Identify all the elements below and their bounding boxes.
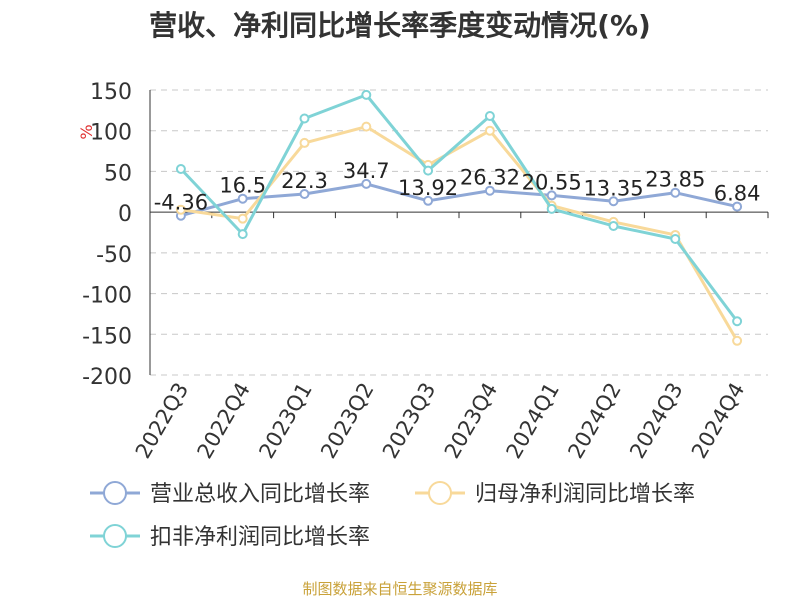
- legend-marker: [103, 524, 127, 548]
- data-label: -4.36: [154, 191, 208, 215]
- data-point: [237, 229, 248, 240]
- series-line: [180, 182, 738, 218]
- series-line: [180, 125, 739, 342]
- data-point: [546, 203, 557, 214]
- x-tick-label: 2023Q3: [378, 378, 440, 462]
- series-lines: [175, 89, 743, 346]
- y-tick-label: -200: [82, 365, 132, 390]
- data-point: [175, 163, 186, 174]
- legend-item[interactable]: 归母净利润同比增长率: [415, 481, 695, 507]
- data-point: [732, 201, 743, 212]
- x-tick-label: 2023Q2: [316, 379, 378, 463]
- data-point: [299, 188, 310, 199]
- data-label: 13.92: [398, 176, 458, 200]
- data-point: [299, 137, 310, 148]
- y-tick-label: 150: [90, 80, 132, 105]
- y-tick-label: 50: [104, 161, 132, 186]
- data-point: [546, 190, 557, 201]
- y-axis-unit-label: %: [77, 124, 96, 139]
- legend-marker: [103, 481, 127, 505]
- x-tick-label: 2024Q1: [502, 379, 564, 463]
- data-point: [423, 195, 434, 206]
- data-point: [732, 316, 743, 327]
- x-tick-label: 2024Q3: [625, 379, 687, 463]
- series-line: [179, 93, 739, 323]
- data-point: [299, 113, 310, 124]
- legend-label: 营业总收入同比增长率: [150, 482, 370, 507]
- y-tick-label: 0: [118, 202, 132, 227]
- data-point: [608, 196, 619, 207]
- y-tick-label: 100: [90, 121, 132, 146]
- data-point: [361, 89, 372, 100]
- y-tick-label: -50: [96, 243, 132, 268]
- data-point: [484, 125, 495, 136]
- data-point: [608, 220, 619, 231]
- data-point: [670, 187, 681, 198]
- x-tick-label: 2023Q1: [254, 379, 316, 463]
- source-note: 制图数据来自恒生聚源数据库: [302, 580, 498, 598]
- x-tick-label: 2022Q3: [131, 379, 193, 463]
- data-label: 20.55: [522, 170, 582, 194]
- data-label: 6.84: [714, 182, 761, 206]
- data-labels: -4.36 16.5 22.3 34.7 13.92 26.32 20.55 13.35 23.…: [154, 159, 761, 215]
- data-label: 16.5: [219, 174, 266, 198]
- x-tick-label: 2024Q2: [563, 379, 625, 463]
- data-point: [484, 111, 495, 122]
- data-point: [484, 185, 495, 196]
- x-tick-label: 2023Q4: [440, 379, 502, 463]
- x-tick-label: 2022Q4: [193, 379, 255, 463]
- legend-item[interactable]: 扣非净利润同比增长率: [90, 524, 370, 550]
- data-point: [361, 178, 372, 189]
- legend-label: 扣非净利润同比增长率: [150, 525, 370, 550]
- legend-label: 归母净利润同比增长率: [475, 482, 695, 507]
- data-point: [361, 121, 372, 132]
- data-label: 26.32: [460, 166, 520, 190]
- x-tick-label: 2024Q4: [687, 379, 749, 463]
- data-point: [732, 335, 743, 346]
- data-label: 23.85: [645, 168, 705, 192]
- data-label: 13.35: [583, 176, 643, 200]
- data-point: [423, 165, 434, 176]
- grid-lines: [150, 89, 768, 376]
- data-point: [237, 213, 248, 224]
- legend-item[interactable]: 营业总收入同比增长率: [90, 481, 370, 507]
- data-label: 34.7: [343, 159, 390, 183]
- data-point: [670, 234, 681, 245]
- data-point: [237, 193, 248, 204]
- chart-title: 营收、净利同比增长率季度变动情况(%): [149, 9, 651, 42]
- data-point: [175, 204, 186, 215]
- data-label: 22.3: [281, 169, 328, 193]
- y-tick-label: -150: [82, 324, 132, 349]
- y-tick-label: -100: [82, 284, 132, 309]
- legend-marker: [428, 481, 452, 505]
